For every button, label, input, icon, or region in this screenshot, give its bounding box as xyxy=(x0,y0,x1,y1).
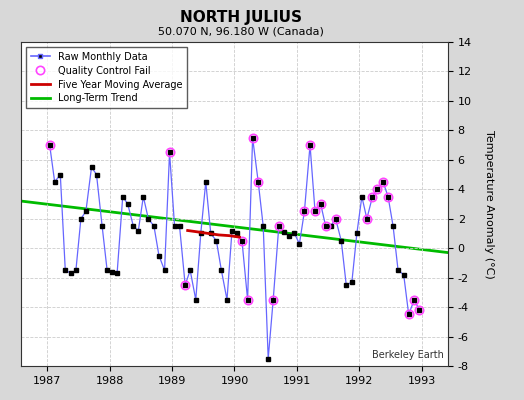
Text: 50.070 N, 96.180 W (Canada): 50.070 N, 96.180 W (Canada) xyxy=(158,26,324,36)
Text: Berkeley Earth: Berkeley Earth xyxy=(372,350,444,360)
Text: NORTH JULIUS: NORTH JULIUS xyxy=(180,10,302,25)
Legend: Raw Monthly Data, Quality Control Fail, Five Year Moving Average, Long-Term Tren: Raw Monthly Data, Quality Control Fail, … xyxy=(26,47,187,108)
Y-axis label: Temperature Anomaly (°C): Temperature Anomaly (°C) xyxy=(484,130,494,278)
